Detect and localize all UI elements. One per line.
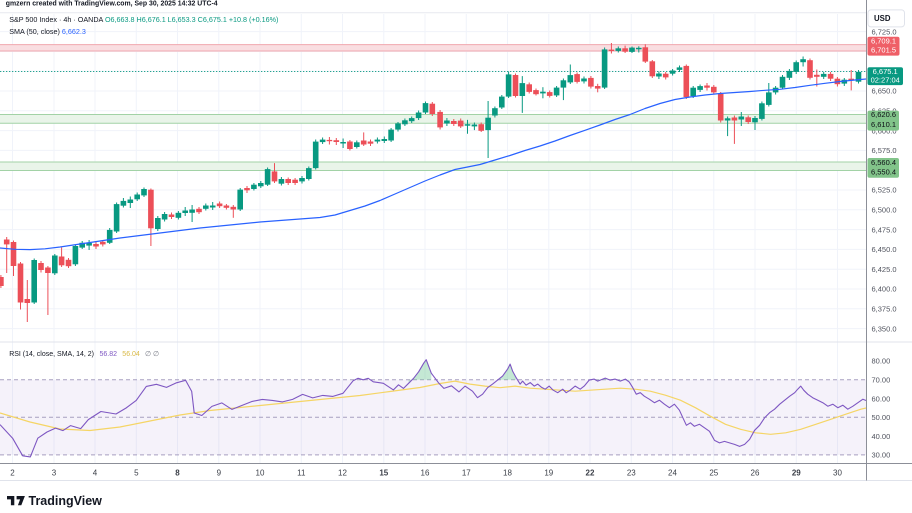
svg-text:6,450.0: 6,450.0 [872, 245, 897, 254]
svg-text:22: 22 [586, 469, 595, 478]
svg-text:6,701.5: 6,701.5 [871, 45, 896, 54]
svg-text:9: 9 [217, 469, 222, 478]
svg-text:4: 4 [93, 469, 98, 478]
svg-text:5: 5 [134, 469, 139, 478]
svg-text:02:27:04: 02:27:04 [871, 75, 900, 84]
svg-text:6,375.0: 6,375.0 [872, 305, 897, 314]
svg-text:6,425.0: 6,425.0 [872, 265, 897, 274]
svg-text:3: 3 [52, 469, 57, 478]
svg-text:30: 30 [833, 469, 842, 478]
svg-text:2: 2 [10, 469, 15, 478]
svg-text:6,709.1: 6,709.1 [871, 37, 896, 46]
svg-text:∅ ∅: ∅ ∅ [145, 351, 159, 358]
svg-text:gmzern created with TradingVie: gmzern created with TradingView.com, Sep… [6, 0, 218, 7]
svg-text:16: 16 [421, 469, 430, 478]
svg-text:56.82: 56.82 [100, 351, 118, 358]
svg-text:6,560.4: 6,560.4 [871, 158, 896, 167]
svg-text:29: 29 [792, 469, 801, 478]
svg-text:19: 19 [544, 469, 553, 478]
svg-text:24: 24 [668, 469, 677, 478]
svg-text:6,475.0: 6,475.0 [872, 225, 897, 234]
svg-text:TradingView: TradingView [29, 494, 103, 508]
svg-text:11: 11 [297, 469, 306, 478]
svg-text:10: 10 [256, 469, 265, 478]
svg-text:S&P 500 Index · 4h · OANDA O6,: S&P 500 Index · 4h · OANDA O6,663.8 H6,6… [9, 15, 278, 24]
svg-text:6,675.1: 6,675.1 [873, 67, 898, 76]
svg-text:40.00: 40.00 [872, 432, 891, 441]
svg-text:18: 18 [503, 469, 512, 478]
svg-text:23: 23 [627, 469, 636, 478]
svg-text:60.00: 60.00 [872, 394, 891, 403]
svg-text:6,575.0: 6,575.0 [872, 146, 897, 155]
svg-text:6,550.4: 6,550.4 [871, 167, 896, 176]
svg-text:6,600.0: 6,600.0 [872, 126, 897, 135]
svg-text:80.00: 80.00 [872, 357, 891, 366]
svg-text:70.00: 70.00 [872, 376, 891, 385]
svg-text:6,725.0: 6,725.0 [872, 27, 897, 36]
svg-text:25: 25 [709, 469, 718, 478]
svg-text:RSI (14, close, SMA, 14, 2): RSI (14, close, SMA, 14, 2) [9, 351, 94, 358]
svg-text:50.00: 50.00 [872, 413, 891, 422]
svg-text:SMA (50, close) 6,662.3: SMA (50, close) 6,662.3 [9, 27, 86, 36]
svg-text:26: 26 [751, 469, 760, 478]
svg-text:6,350.0: 6,350.0 [872, 324, 897, 333]
svg-text:6,525.0: 6,525.0 [872, 186, 897, 195]
svg-text:17: 17 [462, 469, 471, 478]
svg-text:6,650.0: 6,650.0 [872, 87, 897, 96]
svg-text:8: 8 [175, 469, 180, 478]
svg-text:6,620.6: 6,620.6 [871, 110, 896, 119]
svg-text:USD: USD [874, 14, 891, 23]
svg-text:6,610.1: 6,610.1 [871, 120, 896, 129]
svg-text:12: 12 [338, 469, 347, 478]
svg-text:56.04: 56.04 [122, 351, 140, 358]
svg-text:30.00: 30.00 [872, 451, 891, 460]
svg-text:15: 15 [379, 469, 388, 478]
svg-text:6,500.0: 6,500.0 [872, 206, 897, 215]
svg-text:6,400.0: 6,400.0 [872, 285, 897, 294]
